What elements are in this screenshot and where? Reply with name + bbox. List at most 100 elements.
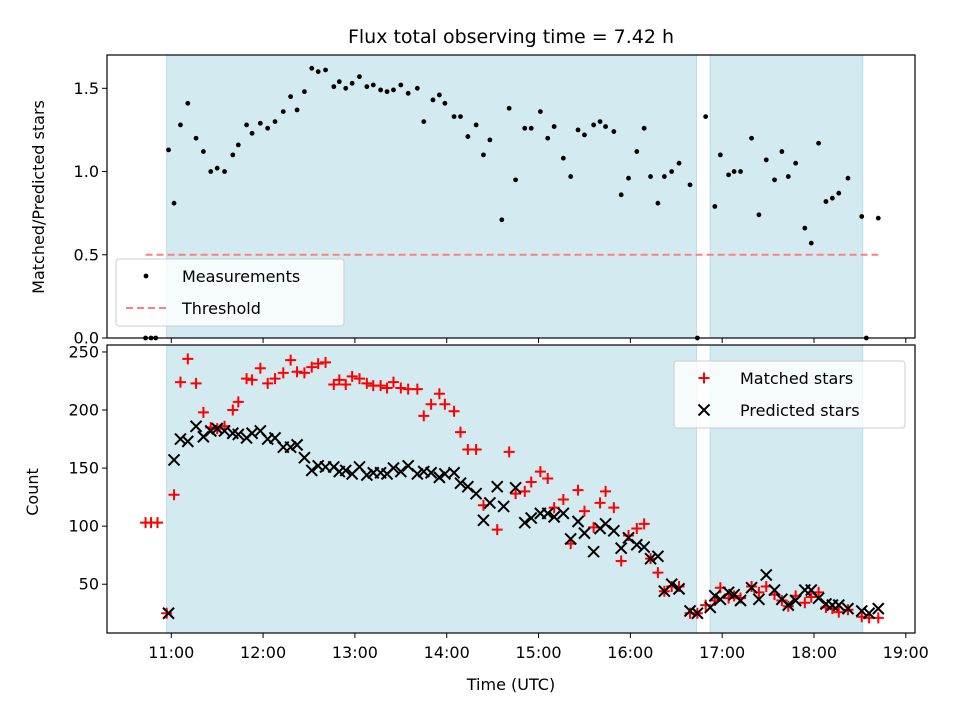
- data-point: [557, 493, 569, 505]
- data-point: [167, 453, 181, 467]
- data-point: [204, 424, 217, 438]
- data-point: [497, 500, 510, 513]
- y-tick-label: 0.5: [74, 245, 99, 264]
- data-point: [182, 353, 194, 365]
- data-point: [661, 174, 667, 179]
- data-point: [454, 476, 467, 490]
- data-point: [641, 125, 647, 131]
- data-point: [779, 149, 785, 154]
- data-point: [542, 473, 554, 485]
- data-point: [257, 120, 263, 126]
- data-point: [398, 82, 404, 88]
- y-tick-label: 0.0: [74, 329, 99, 348]
- data-point: [331, 84, 337, 90]
- legend-marker: [698, 372, 710, 384]
- observing-interval: [166, 344, 697, 634]
- data-point: [760, 568, 773, 582]
- data-point: [425, 398, 437, 410]
- data-point: [481, 152, 486, 158]
- data-point: [171, 200, 177, 206]
- data-point: [816, 140, 821, 146]
- data-point: [402, 383, 414, 395]
- data-point: [357, 74, 362, 80]
- data-point: [708, 589, 722, 603]
- data-point: [469, 487, 483, 500]
- data-point: [309, 65, 315, 71]
- data-point: [630, 538, 643, 551]
- data-point: [588, 521, 600, 533]
- data-point: [524, 511, 538, 525]
- data-point: [655, 200, 661, 206]
- data-point: [391, 87, 396, 93]
- data-point: [152, 517, 163, 529]
- data-point: [638, 518, 650, 530]
- data-point: [551, 124, 557, 129]
- data-point: [405, 90, 411, 96]
- chart-title: Flux total observing time = 7.42 h: [348, 26, 674, 48]
- data-point: [572, 484, 584, 496]
- data-point: [254, 362, 266, 374]
- data-point: [340, 378, 352, 390]
- data-point: [672, 582, 686, 596]
- data-point: [522, 125, 528, 131]
- data-point: [185, 100, 191, 106]
- data-point: [227, 404, 239, 416]
- data-point: [421, 119, 427, 124]
- y-tick-label: 150: [68, 459, 99, 478]
- data-point: [411, 383, 423, 395]
- x-tick-label: 14:00: [424, 643, 470, 662]
- y-axis-label-ratio: Matched/Predicted stars: [29, 100, 48, 294]
- data-point: [603, 124, 608, 129]
- data-point: [812, 591, 825, 605]
- data-point: [548, 502, 560, 514]
- data-point: [232, 428, 245, 441]
- x-tick-label: 17:00: [699, 643, 745, 662]
- data-point: [587, 545, 600, 558]
- data-point: [387, 461, 400, 475]
- data-point: [582, 132, 587, 138]
- ratio-panel: 0.0 0.5 1.0 1.5 Measurements Threshold: [74, 54, 916, 348]
- legend: Measurements Threshold: [115, 258, 345, 327]
- data-point: [197, 406, 209, 418]
- data-point: [162, 607, 175, 620]
- data-point: [855, 604, 868, 618]
- x-tick-label: 16:00: [607, 643, 653, 662]
- data-point: [305, 464, 318, 477]
- data-point: [841, 602, 855, 615]
- data-point: [360, 468, 374, 482]
- data-point: [789, 594, 802, 607]
- x-tick-label: 12:00: [240, 643, 286, 662]
- data-point: [201, 149, 206, 154]
- data-point: [597, 119, 603, 124]
- data-point: [644, 552, 657, 565]
- x-tick-label: 15:00: [515, 643, 561, 662]
- data-point: [306, 361, 318, 373]
- data-point: [875, 215, 881, 221]
- data-point: [447, 466, 461, 479]
- legend-marker: [143, 273, 149, 279]
- data-point: [752, 593, 766, 606]
- data-point: [772, 177, 777, 183]
- data-point: [665, 578, 678, 591]
- data-point: [168, 489, 180, 501]
- data-point: [349, 80, 355, 86]
- data-point: [414, 85, 420, 91]
- data-point: [272, 119, 278, 124]
- data-point: [578, 505, 590, 517]
- data-point: [756, 212, 762, 218]
- data-point: [298, 451, 311, 464]
- data-point: [458, 114, 463, 119]
- data-point: [190, 377, 202, 389]
- data-point: [799, 597, 811, 609]
- y-tick-label: 250: [68, 342, 99, 361]
- observing-interval: [709, 54, 864, 339]
- y-tick-label: 100: [68, 517, 99, 536]
- data-point: [648, 174, 653, 179]
- data-point: [222, 169, 227, 174]
- axes-frame: [106, 54, 916, 339]
- data-point: [354, 373, 365, 385]
- data-point: [519, 485, 531, 497]
- data-point: [394, 465, 408, 478]
- data-point: [430, 97, 436, 103]
